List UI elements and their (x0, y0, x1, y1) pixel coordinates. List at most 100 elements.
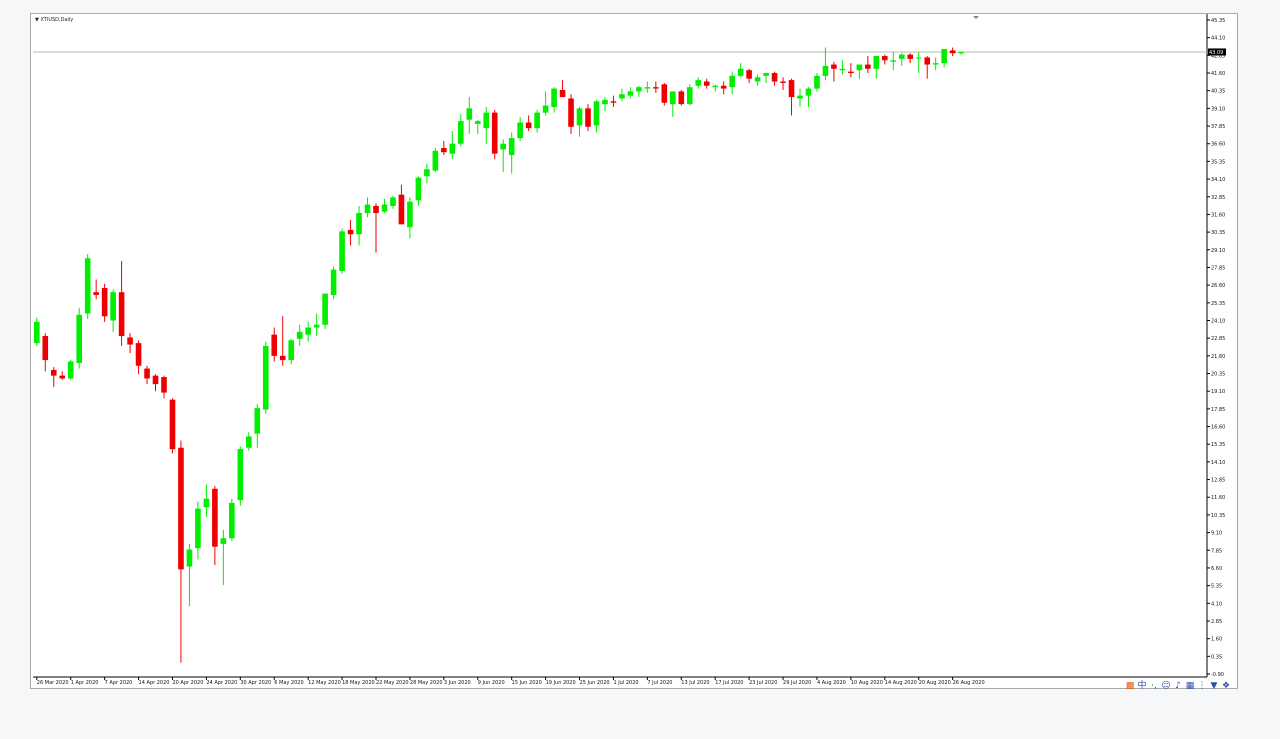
bull-candle[interactable] (805, 88, 812, 96)
bull-candle[interactable] (254, 408, 261, 434)
chart-window[interactable]: ▼ XTIUSD,Daily 45.35 44.10 42.85 41.60 40.35… (30, 13, 1238, 689)
bear-candle[interactable] (610, 101, 617, 103)
bull-candle[interactable] (34, 321, 40, 344)
toolbox-icon[interactable]: ❖ (1221, 681, 1231, 691)
bear-candle[interactable] (212, 488, 218, 547)
bull-candle[interactable] (296, 331, 303, 339)
bear-candle[interactable] (347, 229, 354, 235)
bull-candle[interactable] (814, 75, 820, 89)
bear-candle[interactable] (678, 91, 685, 105)
bull-candle[interactable] (670, 91, 676, 105)
bear-candle[interactable] (771, 73, 778, 82)
bear-candle[interactable] (568, 98, 574, 127)
bull-candle[interactable] (500, 143, 506, 150)
bull-candle[interactable] (415, 177, 422, 201)
bear-candle[interactable] (279, 355, 286, 361)
bull-candle[interactable] (627, 91, 634, 96)
bull-candle[interactable] (237, 449, 244, 501)
bear-candle[interactable] (152, 375, 159, 385)
bull-candle[interactable] (229, 502, 235, 539)
bull-candle[interactable] (381, 204, 388, 212)
bull-candle[interactable] (262, 345, 269, 410)
bear-candle[interactable] (949, 50, 956, 54)
bull-candle[interactable] (712, 85, 718, 88)
shirt-icon[interactable]: ▼ (1210, 681, 1218, 691)
bull-candle[interactable] (288, 340, 294, 361)
bear-candle[interactable] (882, 56, 888, 61)
bull-candle[interactable] (186, 549, 193, 567)
bear-candle[interactable] (831, 64, 837, 69)
bear-candle[interactable] (144, 368, 150, 379)
bull-candle[interactable] (364, 204, 371, 214)
bull-candle[interactable] (203, 498, 210, 508)
bull-candle[interactable] (822, 65, 829, 76)
bull-candle[interactable] (856, 64, 863, 71)
bear-candle[interactable] (924, 57, 930, 65)
bull-candle[interactable] (195, 508, 201, 549)
bear-candle[interactable] (178, 447, 184, 570)
emoji-icon[interactable]: ☺ (1161, 681, 1171, 691)
bull-candle[interactable] (729, 75, 735, 88)
bull-candle[interactable] (763, 73, 769, 76)
bull-candle[interactable] (322, 293, 328, 325)
bear-candle[interactable] (746, 70, 752, 79)
bear-candle[interactable] (865, 64, 871, 69)
bear-candle[interactable] (780, 81, 786, 83)
bull-candle[interactable] (305, 327, 311, 335)
bull-candle[interactable] (754, 77, 761, 82)
bear-candle[interactable] (788, 80, 795, 98)
bull-candle[interactable] (619, 94, 625, 99)
bull-candle[interactable] (915, 57, 922, 59)
bear-candle[interactable] (559, 89, 566, 98)
bear-candle[interactable] (720, 85, 727, 89)
bull-candle[interactable] (449, 143, 456, 154)
bear-candle[interactable] (703, 81, 710, 86)
bear-candle[interactable] (42, 336, 49, 361)
bear-candle[interactable] (50, 369, 57, 376)
bull-candle[interactable] (593, 101, 600, 126)
bear-candle[interactable] (169, 399, 176, 450)
bull-candle[interactable] (76, 314, 82, 363)
candlestick-chart[interactable]: 45.35 44.10 42.85 41.60 40.35 39.10 37.85 36.60… (31, 14, 1237, 688)
chart-shift-marker-icon[interactable] (973, 16, 979, 19)
bull-candle[interactable] (797, 95, 803, 99)
bull-candle[interactable] (84, 258, 91, 314)
bull-candle[interactable] (390, 197, 396, 206)
bull-candle[interactable] (466, 108, 473, 120)
bear-candle[interactable] (653, 87, 659, 89)
ime-toolbar[interactable]: ▩ 中 ‧, ☺ ♪ ▦ ⋮ ▼ ❖ (1124, 680, 1238, 692)
bull-candle[interactable] (644, 87, 651, 89)
bear-candle[interactable] (398, 194, 405, 225)
bull-candle[interactable] (330, 269, 337, 296)
bull-candle[interactable] (356, 213, 362, 235)
bull-candle[interactable] (695, 80, 702, 86)
bear-candle[interactable] (907, 54, 914, 59)
bull-candle[interactable] (636, 87, 642, 92)
bull-candle[interactable] (339, 231, 345, 271)
bear-candle[interactable] (127, 337, 133, 345)
bull-candle[interactable] (932, 63, 939, 65)
bull-candle[interactable] (873, 56, 880, 69)
microphone-icon[interactable]: ♪ (1175, 681, 1181, 691)
bear-candle[interactable] (59, 375, 66, 379)
bear-candle[interactable] (441, 147, 447, 153)
punctuation-icon[interactable]: ‧, (1151, 681, 1157, 691)
bear-candle[interactable] (271, 334, 278, 356)
bear-candle[interactable] (661, 84, 668, 103)
bull-candle[interactable] (958, 51, 964, 54)
bull-candle[interactable] (534, 112, 540, 129)
bull-candle[interactable] (432, 150, 439, 171)
bull-candle[interactable] (110, 292, 116, 321)
bear-candle[interactable] (848, 71, 854, 74)
bull-candle[interactable] (737, 68, 744, 76)
bull-candle[interactable] (551, 88, 557, 107)
bull-candle[interactable] (458, 121, 464, 144)
bear-candle[interactable] (118, 292, 125, 337)
bull-candle[interactable] (508, 138, 515, 156)
bear-candle[interactable] (525, 122, 532, 129)
bull-candle[interactable] (890, 60, 897, 62)
chinese-ime-icon[interactable]: 中 (1137, 681, 1147, 691)
bull-candle[interactable] (898, 54, 905, 59)
bull-candle[interactable] (474, 121, 481, 124)
bull-candle[interactable] (941, 48, 947, 64)
